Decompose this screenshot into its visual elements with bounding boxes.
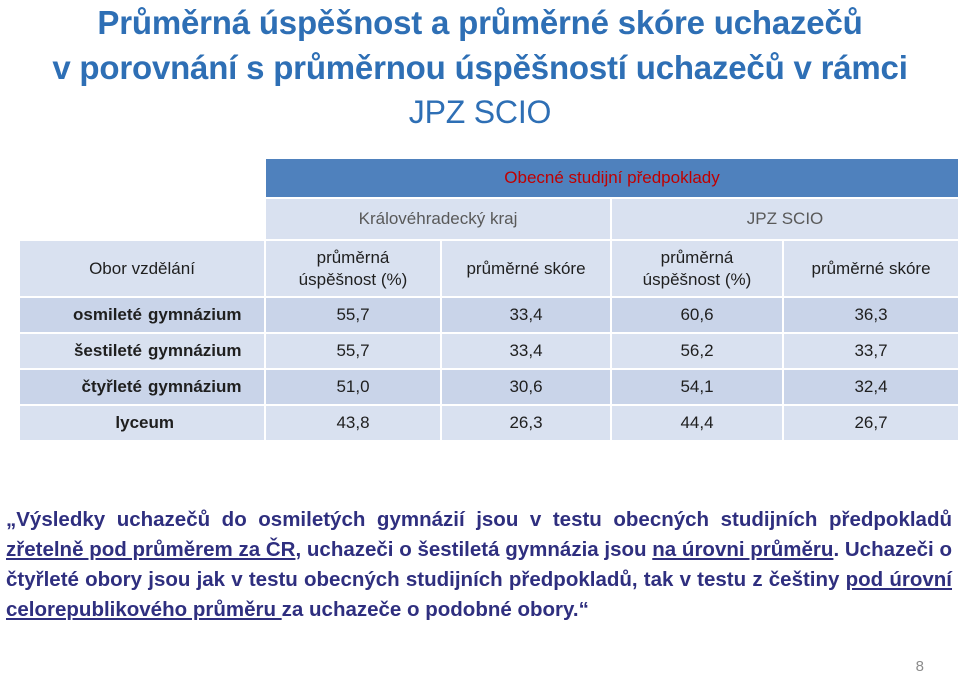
table-corner-2 [18,197,266,241]
cell-scio-success: 56,2 [610,332,784,370]
group-header-region: Královéhradecký kraj [264,197,612,241]
table-row: čtyřleté gymnázium 51,0 30,6 54,1 32,4 [18,368,960,406]
cell-region-score: 33,4 [440,332,612,370]
page-title: Průměrná úspěšnost a průměrné skóre ucha… [20,0,940,135]
column-header-success-region: průměrná úspěšnost (%) [264,239,442,298]
row-label: šestileté gymnázium [18,332,266,370]
column-header-score-region: průměrné skóre [440,239,612,298]
cell-region-success: 43,8 [264,404,442,442]
title-line-3: JPZ SCIO [408,94,552,130]
cell-scio-success: 60,6 [610,296,784,334]
row-label: čtyřleté gymnázium [18,368,266,406]
cell-region-score: 26,3 [440,404,612,442]
column-header-success-scio: průměrná úspěšnost (%) [610,239,784,298]
column-header-score-scio: průměrné skóre [781,239,960,298]
cell-scio-score: 32,4 [781,368,960,406]
section-header: Obecné studijní předpoklady [263,157,960,199]
page-number: 8 [915,658,924,675]
cell-region-success: 55,7 [264,296,442,334]
title-line-2: v porovnání s průměrnou úspěšností uchaz… [52,49,908,86]
cell-region-success: 51,0 [264,368,442,406]
highlight-below-national: pod úrovní celorepublikového průměru [6,568,953,621]
cell-region-success: 55,7 [264,332,442,370]
cell-scio-score: 33,7 [781,332,960,370]
summary-text: „Výsledky uchazečů do osmiletých gymnázi… [6,508,953,621]
cell-region-score: 30,6 [440,368,612,406]
table-row: osmileté gymnázium 55,7 33,4 60,6 36,3 [18,296,960,334]
row-label: osmileté gymnázium [18,296,266,334]
cell-scio-score: 26,7 [781,404,960,442]
cell-scio-score: 36,3 [781,296,960,334]
group-header-scio: JPZ SCIO [609,197,960,241]
highlight-average: na úrovni průměru [652,538,834,561]
cell-scio-success: 54,1 [610,368,784,406]
cell-scio-success: 44,4 [610,404,784,442]
table-row: šestileté gymnázium 55,7 33,4 56,2 33,7 [18,332,960,370]
table-corner [18,157,266,199]
column-header-field: Obor vzdělání [18,239,266,298]
title-line-1: Průměrná úspěšnost a průměrné skóre ucha… [97,4,863,41]
row-label: lyceum [18,404,266,442]
table-row: lyceum 43,8 26,3 44,4 26,7 [18,404,960,442]
cell-region-score: 33,4 [440,296,612,334]
highlight-below-average: zřetelně pod průměrem za ČR [6,538,296,561]
results-table: Obecné studijní předpoklady Královéhrade… [18,157,960,442]
